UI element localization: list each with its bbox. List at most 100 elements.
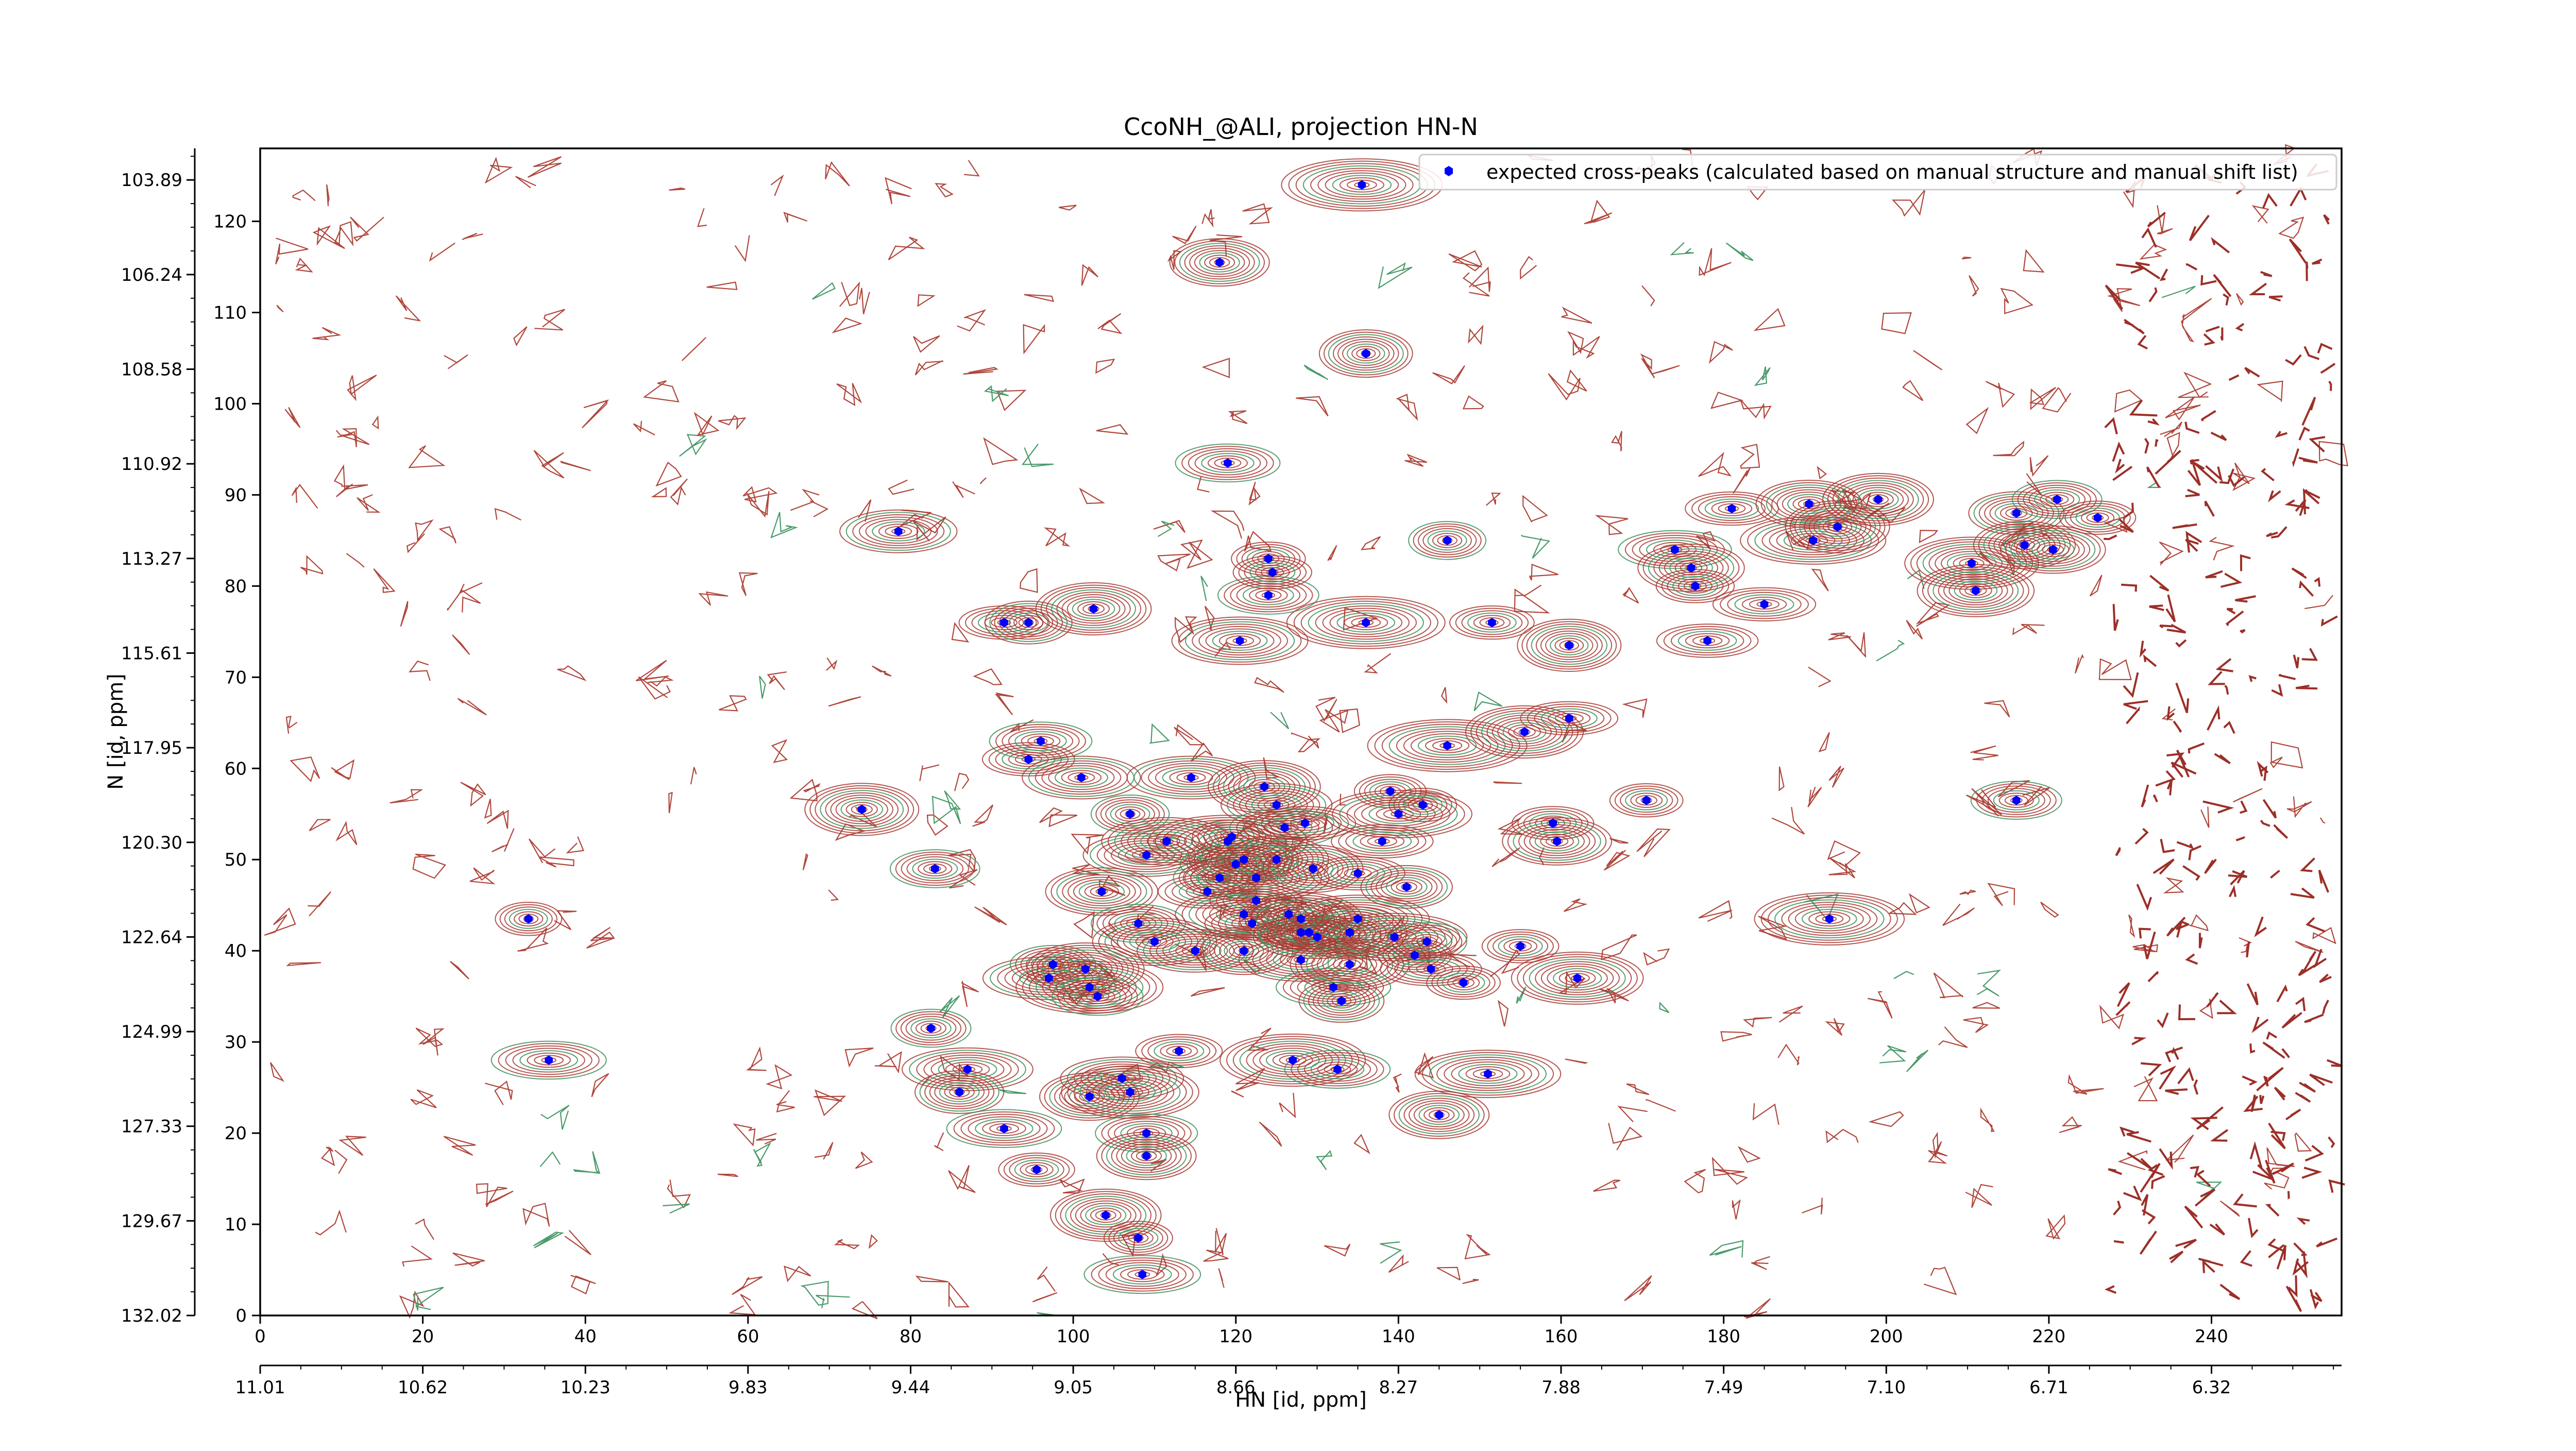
peak-contour xyxy=(1933,571,2019,610)
peak-contour xyxy=(2017,482,2097,517)
noise-contour xyxy=(2129,399,2158,417)
peak-contour xyxy=(902,1047,1033,1091)
peak-contour xyxy=(1518,824,1596,859)
peak-contour xyxy=(1938,573,2013,608)
noise-contour xyxy=(373,568,396,593)
noise-contour xyxy=(1396,393,1418,421)
noise-contour xyxy=(1961,257,1972,260)
peak-contour xyxy=(1367,719,1528,772)
noise-contour xyxy=(2200,806,2210,828)
noise-contour xyxy=(462,232,483,241)
noise-contour xyxy=(2176,841,2194,850)
peak-contour xyxy=(1380,874,1433,900)
peak-marker xyxy=(1232,859,1240,869)
peak-marker xyxy=(1553,836,1561,846)
peak-contour xyxy=(1061,770,1102,785)
peak-contour xyxy=(1018,617,1039,628)
peak-marker xyxy=(1390,932,1399,942)
peak-contour xyxy=(1625,790,1668,811)
peak-marker xyxy=(1825,914,1834,924)
noise-contour xyxy=(1919,530,1939,544)
peak-contour xyxy=(905,1016,957,1041)
x-tick-label: 220 xyxy=(2032,1326,2065,1347)
peak-contour xyxy=(1332,175,1392,195)
noise-contour xyxy=(1174,616,1193,643)
noise-contour xyxy=(2309,1073,2333,1086)
peak-contour xyxy=(1832,477,1924,521)
peak-marker xyxy=(1549,818,1557,828)
noise-contour xyxy=(2225,610,2244,627)
peak-contour xyxy=(1672,576,1718,596)
noise-contour xyxy=(1599,987,1629,1004)
noise-contour xyxy=(2268,1122,2286,1150)
peak-contour xyxy=(1421,1052,1554,1096)
noise-contour xyxy=(1879,1045,1907,1064)
noise-contour xyxy=(2290,887,2315,899)
peak-contour xyxy=(1540,834,1574,849)
peak-contour xyxy=(2026,537,2080,562)
peak-contour xyxy=(1185,621,1295,661)
noise-contour xyxy=(790,488,820,511)
peak-contour xyxy=(1013,615,1044,630)
peak-marker xyxy=(1760,599,1769,609)
noise-contour xyxy=(983,437,1019,465)
noise-contour xyxy=(2159,625,2173,629)
noise-contour xyxy=(1020,568,1038,593)
noise-contour xyxy=(1817,466,1827,480)
peak-marker xyxy=(1435,1110,1444,1120)
peak-contour xyxy=(1565,973,1590,984)
noise-contour xyxy=(2199,999,2213,1019)
peak-contour xyxy=(1063,982,1132,1011)
peak-contour xyxy=(1212,631,1268,651)
noise-contour xyxy=(2185,488,2200,497)
peak-contour xyxy=(1310,1059,1365,1079)
peak-marker xyxy=(2012,796,2021,805)
peak-contour xyxy=(1315,605,1417,640)
noise-contour xyxy=(1643,948,1670,966)
peak-marker xyxy=(1240,855,1248,865)
peak-contour xyxy=(2037,542,2070,558)
noise-contour xyxy=(333,464,368,491)
peak-marker xyxy=(1048,959,1057,969)
peak-contour xyxy=(1064,1084,1115,1109)
peak-marker xyxy=(1118,1073,1126,1083)
peak-contour xyxy=(2015,532,2091,567)
peak-contour xyxy=(1066,596,1121,621)
noise-contour xyxy=(1740,444,1760,469)
peak-contour xyxy=(1502,817,1613,866)
peak-contour xyxy=(1720,589,1809,619)
peak-contour xyxy=(1347,343,1385,364)
peak-contour xyxy=(1692,635,1723,646)
ppm-y-tick-label: 113.27 xyxy=(121,549,182,569)
noise-contour xyxy=(2262,193,2278,209)
peak-contour xyxy=(1008,612,1048,633)
peak-contour xyxy=(1656,623,1759,658)
peak-contour xyxy=(1776,528,1850,553)
peak-marker xyxy=(1703,636,1711,646)
noise-contour xyxy=(733,1123,756,1146)
noise-contour xyxy=(1095,358,1115,374)
noise-contour xyxy=(1938,1026,1968,1048)
peak-marker xyxy=(1240,946,1248,956)
peak-contour xyxy=(1922,566,2029,615)
peak-contour xyxy=(1426,965,1501,1000)
peak-marker xyxy=(1097,887,1106,897)
noise-contour xyxy=(2328,380,2332,391)
peak-contour xyxy=(1550,635,1589,655)
noise-contour xyxy=(1462,1278,1479,1284)
noise-contour xyxy=(2229,885,2237,898)
noise-contour xyxy=(2169,1251,2184,1263)
y-tick-label: 100 xyxy=(213,394,247,414)
noise-contour xyxy=(2089,575,2103,597)
peak-contour xyxy=(1444,1059,1532,1089)
ppm-x-tick-label: 10.23 xyxy=(561,1377,611,1398)
noise-contour xyxy=(2166,752,2185,768)
noise-contour xyxy=(566,836,585,854)
peak-contour xyxy=(1847,484,1909,514)
noise-contour xyxy=(476,1183,507,1207)
peak-contour xyxy=(1317,988,1366,1014)
noise-contour xyxy=(1720,1031,1752,1042)
peak-contour xyxy=(1767,897,1891,941)
noise-contour xyxy=(2205,570,2223,579)
noise-contour xyxy=(2159,542,2184,566)
